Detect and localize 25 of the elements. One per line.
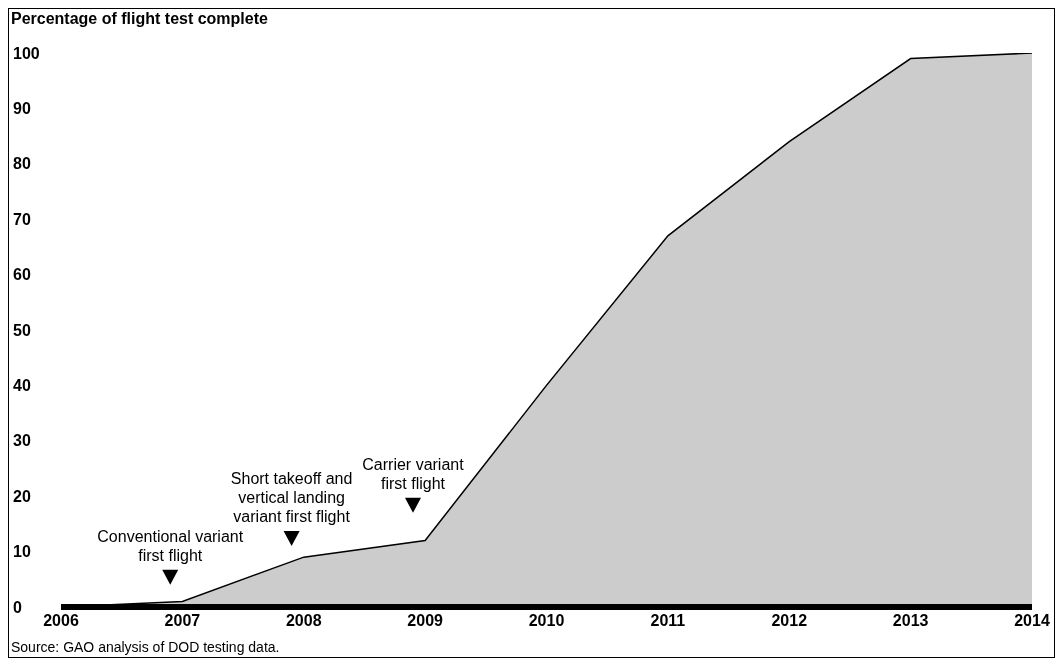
source-note: Source: GAO analysis of DOD testing data. [11,639,280,655]
x-tick-label: 2013 [892,612,929,630]
x-tick-label: 2008 [285,612,322,630]
y-tick-label: 100 [13,44,40,62]
y-tick-label: 80 [13,155,31,173]
y-tick-label: 90 [13,100,31,118]
annotation: Carrier variant first flight [362,455,465,492]
y-tick-label: 60 [13,266,31,284]
y-tick-label: 70 [13,210,31,228]
y-tick-label: 0 [13,598,22,616]
x-tick-label: 2012 [771,612,808,630]
x-tick-label: 2014 [1014,612,1050,630]
x-tick-label: 2006 [43,612,79,630]
y-tick-label: 30 [13,432,31,450]
y-tick-label: 10 [13,543,31,561]
annotation: Short takeoff and vertical landing variant first flight [230,470,353,526]
x-tick-label: 2009 [407,612,444,630]
x-tick-label: 2007 [164,612,201,630]
x-tick-label: 2011 [650,612,686,630]
y-axis-title: Percentage of flight test complete [11,10,268,28]
annotation: Conventional variant first flight [97,527,244,564]
y-tick-label: 20 [13,487,31,505]
y-tick-label: 40 [13,377,31,395]
x-tick-label: 2010 [528,612,565,630]
y-tick-label: 50 [13,321,31,339]
